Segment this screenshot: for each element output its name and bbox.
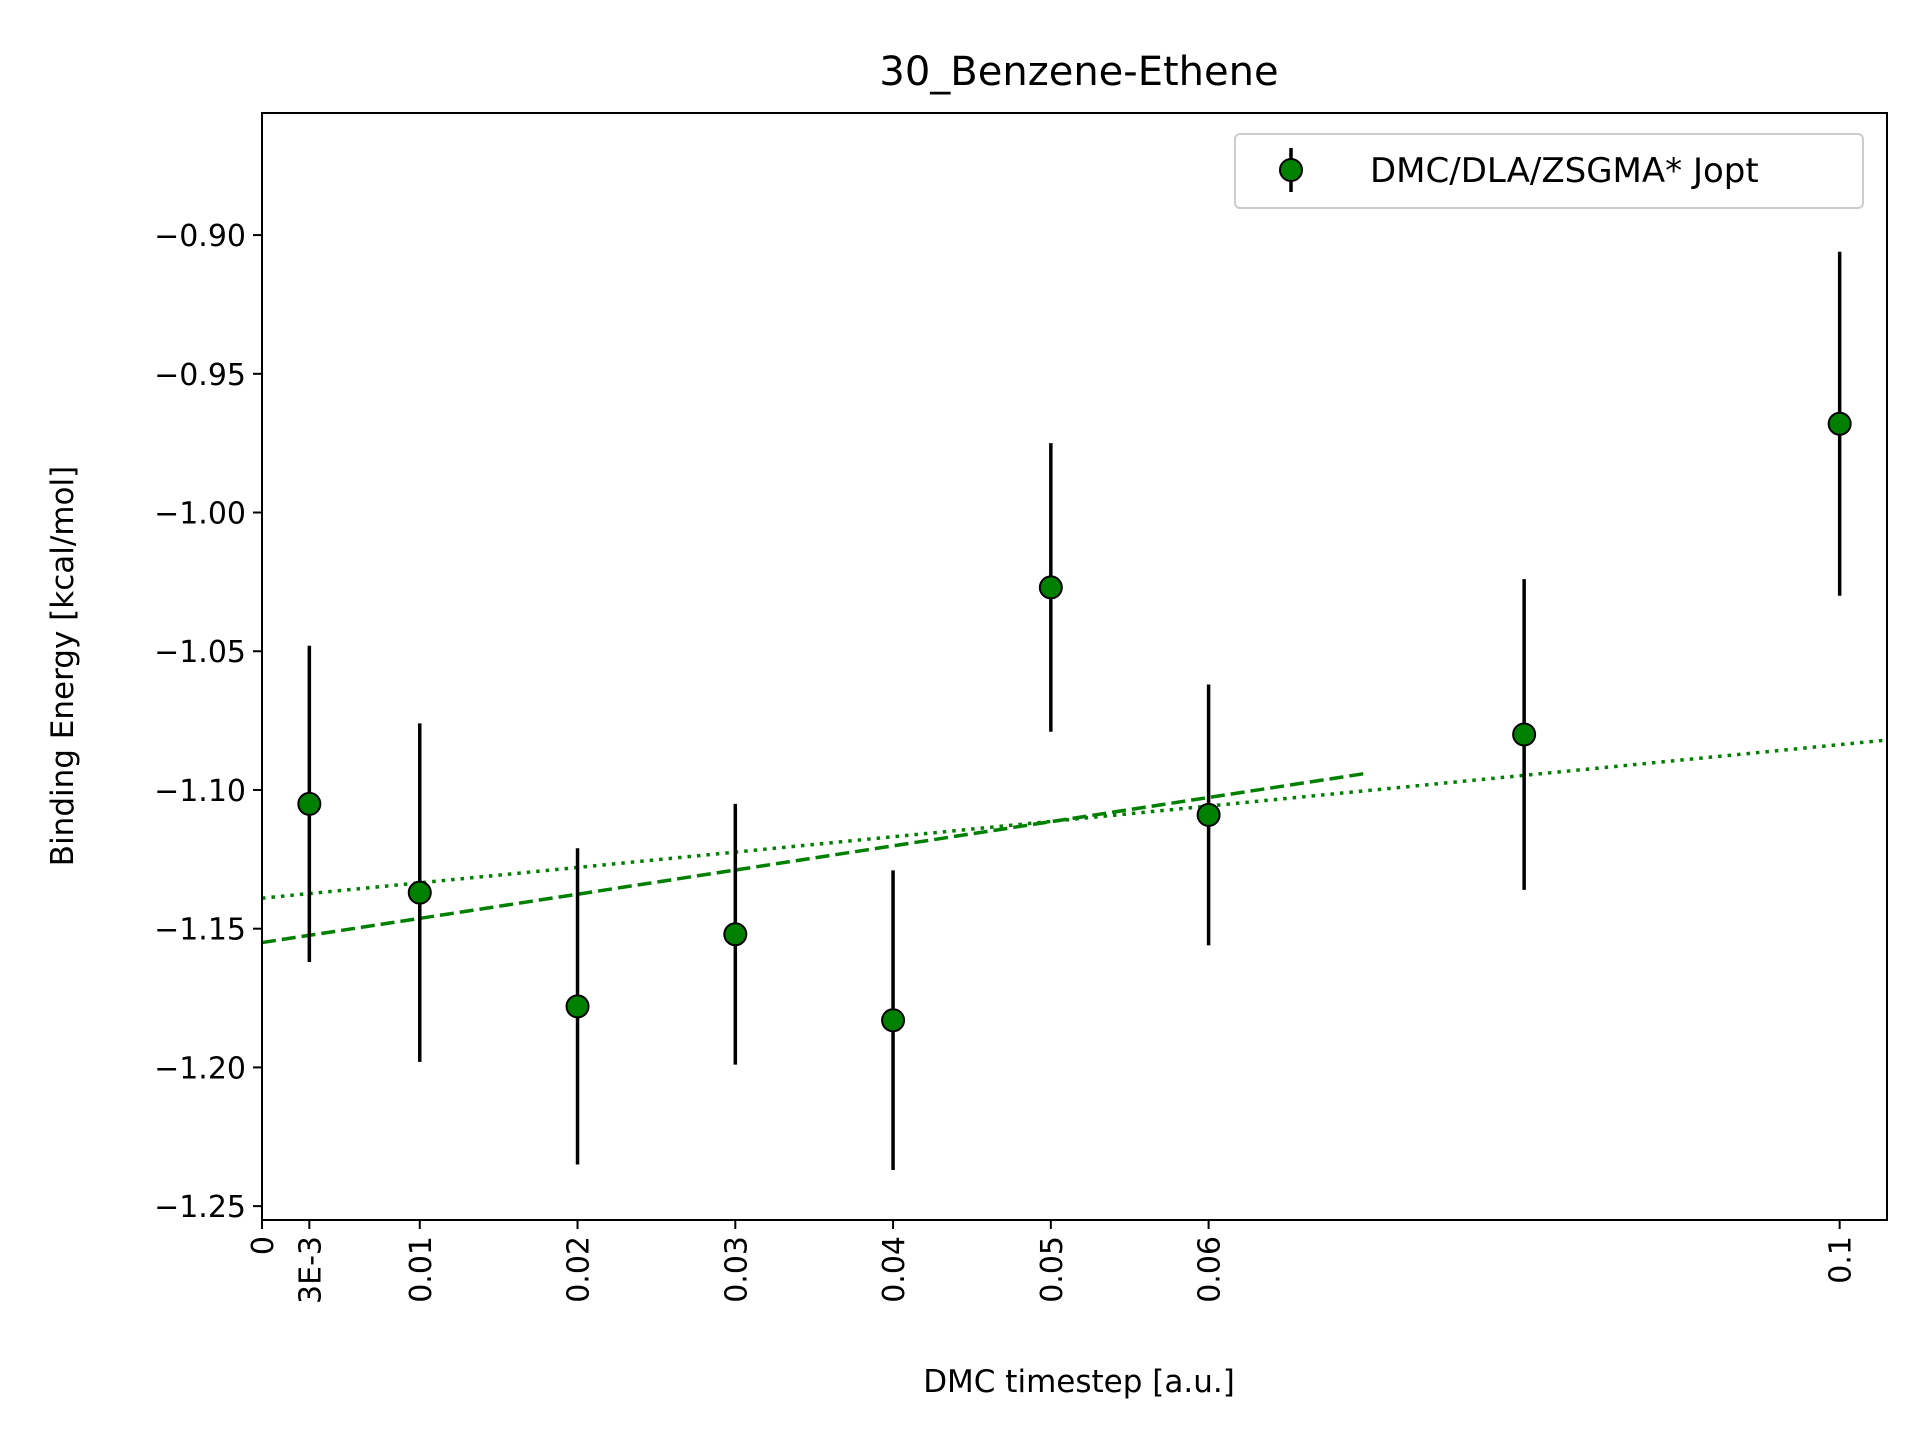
- y-tick-label: −1.10: [154, 774, 246, 809]
- y-tick-label: −1.20: [154, 1051, 246, 1086]
- fit-line-dashed: [261, 771, 1367, 945]
- y-tick-label: −0.95: [154, 358, 246, 393]
- x-axis-title: DMC timestep [a.u.]: [923, 1364, 1235, 1400]
- legend-frame: [1234, 133, 1864, 209]
- y-tick-label: −1.00: [154, 497, 246, 532]
- data-point: [1512, 722, 1537, 747]
- x-tick-label: 0.04: [877, 1236, 912, 1303]
- chart-title: 30_Benzene-Ethene: [879, 49, 1278, 95]
- x-tick-label: 0.06: [1193, 1236, 1228, 1303]
- legend-marker: [1279, 158, 1303, 182]
- x-tick-label: 0.05: [1035, 1236, 1070, 1303]
- data-point: [1196, 802, 1221, 827]
- plot-frame: [261, 112, 1888, 1221]
- x-tick-label: 0.1: [1824, 1236, 1859, 1284]
- data-point: [1827, 411, 1852, 436]
- data-point: [881, 1008, 906, 1033]
- y-tick-label: −1.25: [154, 1190, 246, 1225]
- y-axis-title: Binding Energy [kcal/mol]: [45, 466, 81, 866]
- data-point: [565, 994, 590, 1019]
- y-tick-label: −1.15: [154, 913, 246, 948]
- x-tick-label: 3E-3: [293, 1236, 328, 1304]
- fit-lines: [261, 738, 1888, 945]
- data-point: [407, 880, 432, 905]
- x-axis: 0 3E-3 0.01 0.02 0.03 0.04 0.05 0.06 0.1: [246, 1220, 1859, 1304]
- x-tick-label: 0.03: [719, 1236, 754, 1303]
- y-tick-label: −0.90: [154, 219, 246, 254]
- legend-label: DMC/DLA/ZSGMA* Jopt: [1370, 151, 1759, 191]
- data-point: [297, 791, 322, 816]
- y-axis: −0.90 −0.95 −1.00 −1.05 −1.10 −1.15 −1.20 −1.25: [154, 219, 262, 1225]
- data-point: [1038, 575, 1063, 600]
- y-tick-label: −1.05: [154, 635, 246, 670]
- fit-line-dotted: [261, 738, 1888, 900]
- x-tick-label: 0.02: [562, 1236, 597, 1303]
- legend: DMC/DLA/ZSGMA* Jopt: [1234, 133, 1864, 209]
- x-tick-label: 0: [246, 1236, 281, 1255]
- data-point: [723, 922, 748, 947]
- x-tick-label: 0.01: [404, 1236, 439, 1303]
- data-points: [297, 411, 1852, 1033]
